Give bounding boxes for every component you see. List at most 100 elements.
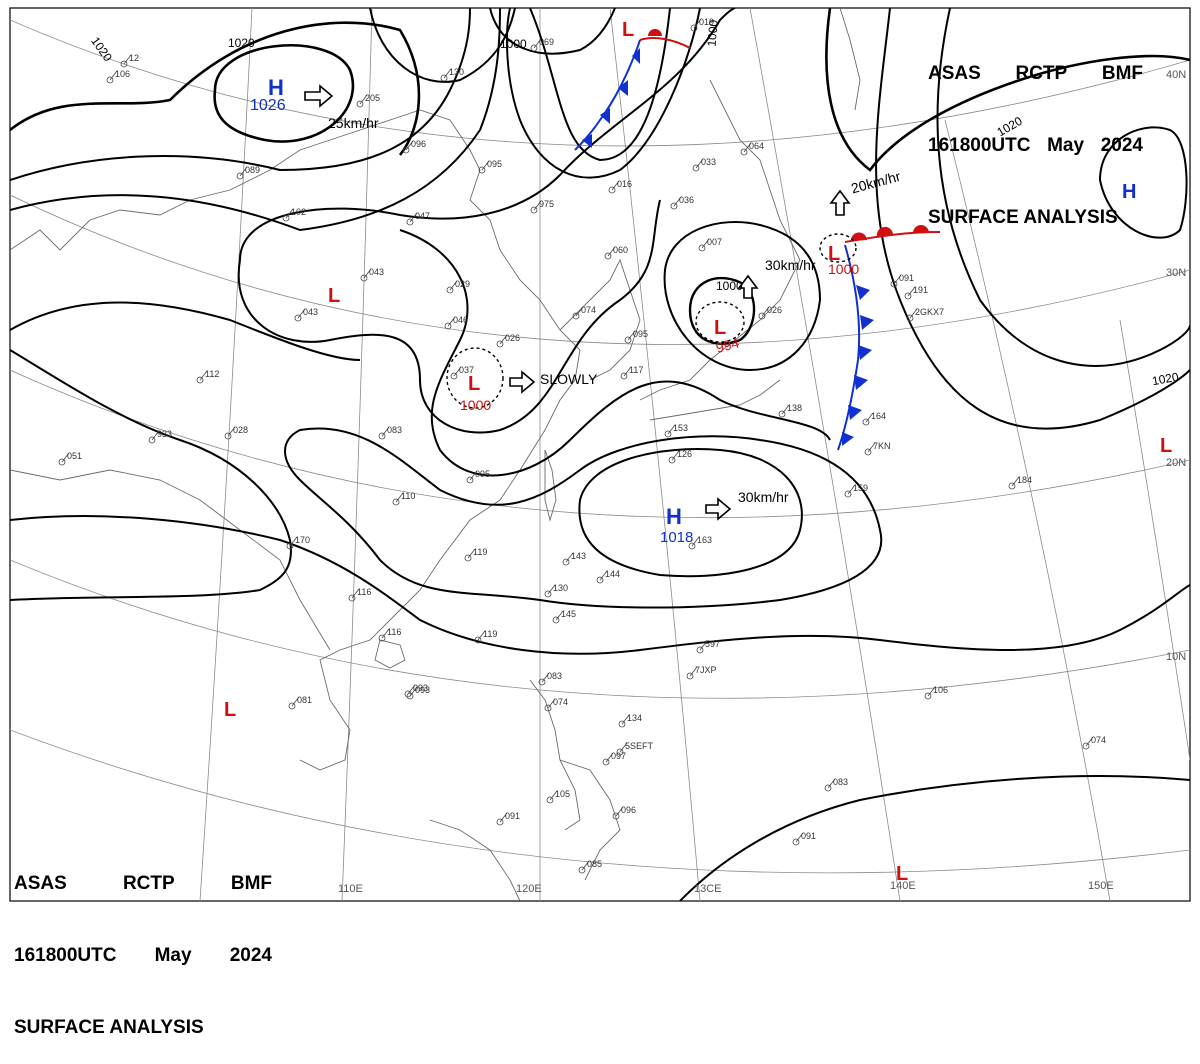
- station-plot: 095: [624, 329, 648, 344]
- wind-barb-icon: [699, 640, 708, 651]
- header-line-2: 161800UTC May 2024: [928, 134, 1143, 158]
- station-plot: 074: [544, 697, 568, 712]
- coast-philippines-central: [559, 759, 621, 881]
- station-pressure-code: 033: [701, 157, 716, 167]
- station-plot: 085: [578, 859, 602, 874]
- station-pressure-code: 7JXP: [695, 665, 717, 675]
- graticule-labels: 110E 120E 13CE 140E 150E 40N 30N 20N 10N: [338, 69, 1186, 895]
- isobar-label: 1000: [704, 19, 720, 47]
- station-pressure-code: 091: [505, 811, 520, 821]
- high-pressure-value: 1018: [660, 529, 693, 546]
- station-plot: 083: [538, 671, 562, 686]
- station-pressure-code: 144: [605, 569, 620, 579]
- wind-barb-icon: [575, 306, 584, 317]
- station-circle-icon: [562, 558, 570, 566]
- station-pressure-code: 096: [411, 139, 426, 149]
- wind-barb-icon: [533, 38, 542, 49]
- cold-front-east-triangle: [858, 345, 872, 360]
- station-pressure-code: 095: [633, 329, 648, 339]
- station-plot: 047: [406, 211, 430, 226]
- header-time: 161800UTC: [14, 945, 117, 966]
- station-circle-icon: [440, 74, 448, 82]
- wind-barb-icon: [363, 268, 372, 279]
- header-month: May: [154, 945, 192, 966]
- station-pressure-code: 106: [933, 685, 948, 695]
- wind-barb-icon: [285, 208, 294, 219]
- station-circle-icon: [552, 616, 560, 624]
- station-pressure-code: 083: [387, 425, 402, 435]
- station-plot: 184: [1008, 475, 1032, 490]
- isobar-label: 1000: [500, 37, 527, 51]
- isobar-south-3: [10, 349, 292, 601]
- station-pressure-code: 036: [679, 195, 694, 205]
- wind-barb-icon: [547, 584, 556, 595]
- wind-barb-icon: [607, 246, 616, 257]
- station-circle-icon: [392, 498, 400, 506]
- station-circle-icon: [406, 218, 414, 226]
- station-circle-icon: [236, 172, 244, 180]
- station-plot: 029: [446, 279, 470, 294]
- station-plot: 7KN: [864, 441, 891, 456]
- station-plot: 026: [758, 305, 782, 320]
- cold-front-east-triangle: [842, 432, 854, 446]
- station-plot: 126: [668, 449, 692, 464]
- high-symbol: H: [1122, 181, 1136, 203]
- station-circle-icon: [688, 542, 696, 550]
- low-symbol: L: [896, 863, 908, 885]
- cold-front-north-triangle: [618, 80, 628, 96]
- cold-front-north-triangle: [632, 48, 640, 64]
- wind-barb-icon: [581, 860, 590, 871]
- station-plot: 116: [348, 587, 371, 602]
- isobar-south-2: [10, 515, 1190, 655]
- isobar-n2: [10, 8, 501, 232]
- header-office: BMF: [230, 873, 272, 894]
- station-pressure-code: 095: [487, 159, 502, 169]
- station-circle-icon: [620, 372, 628, 380]
- station-circle-icon: [1082, 742, 1090, 750]
- station-plot: 117: [620, 365, 643, 380]
- wind-barb-icon: [671, 450, 680, 461]
- station-circle-icon: [692, 164, 700, 172]
- wind-barb-icon: [359, 94, 368, 105]
- station-plot: 7JXP: [686, 665, 717, 680]
- wind-barb-icon: [693, 18, 702, 29]
- wind-barb-icon: [615, 806, 624, 817]
- header-product: SURFACE ANALYSIS: [14, 1017, 204, 1038]
- isobar-1000-north: [489, 8, 616, 55]
- station-pressure-code: 112: [205, 369, 219, 379]
- wind-barb-icon: [61, 452, 70, 463]
- station-pressure-code: 083: [547, 671, 562, 681]
- station-circle-icon: [538, 678, 546, 686]
- station-plot: 191: [904, 285, 928, 300]
- station-circle-icon: [698, 244, 706, 252]
- station-pressure-code: 029: [455, 279, 470, 289]
- wind-barb-icon: [351, 588, 360, 599]
- isobar-label: 1000: [716, 279, 743, 293]
- station-plot: 597: [696, 639, 720, 654]
- lat-label: 30N: [1166, 267, 1186, 279]
- header-bottom: ASAS RCTP BMF 161800UTC May 2024 SURFACE…: [14, 824, 272, 1064]
- wind-barb-icon: [599, 570, 608, 581]
- station-circle-icon: [496, 818, 504, 826]
- station-plot: 089: [236, 165, 260, 180]
- station-plot: 083: [378, 425, 402, 440]
- dashed-ring-994-low: [695, 301, 745, 343]
- station-plot: 119: [474, 629, 497, 644]
- station-plot: 105: [546, 789, 570, 804]
- station-circle-icon: [224, 432, 232, 440]
- station-plot: 134: [618, 713, 642, 728]
- wind-barb-icon: [689, 666, 698, 677]
- low-symbol: L: [714, 317, 726, 339]
- station-circle-icon: [496, 340, 504, 348]
- station-plot: 074: [572, 305, 596, 320]
- station-pressure-code: 597: [705, 639, 720, 649]
- wind-barb-icon: [289, 536, 298, 547]
- meridian-110e: [341, 8, 373, 901]
- station-pressure-code: 081: [297, 695, 312, 705]
- station-circle-icon: [906, 314, 914, 322]
- station-plot: 036: [670, 195, 694, 210]
- wind-barb-icon: [499, 812, 508, 823]
- station-pressure-code: 046: [453, 315, 468, 325]
- station-circle-icon: [696, 646, 704, 654]
- cold-front-north: [574, 39, 641, 151]
